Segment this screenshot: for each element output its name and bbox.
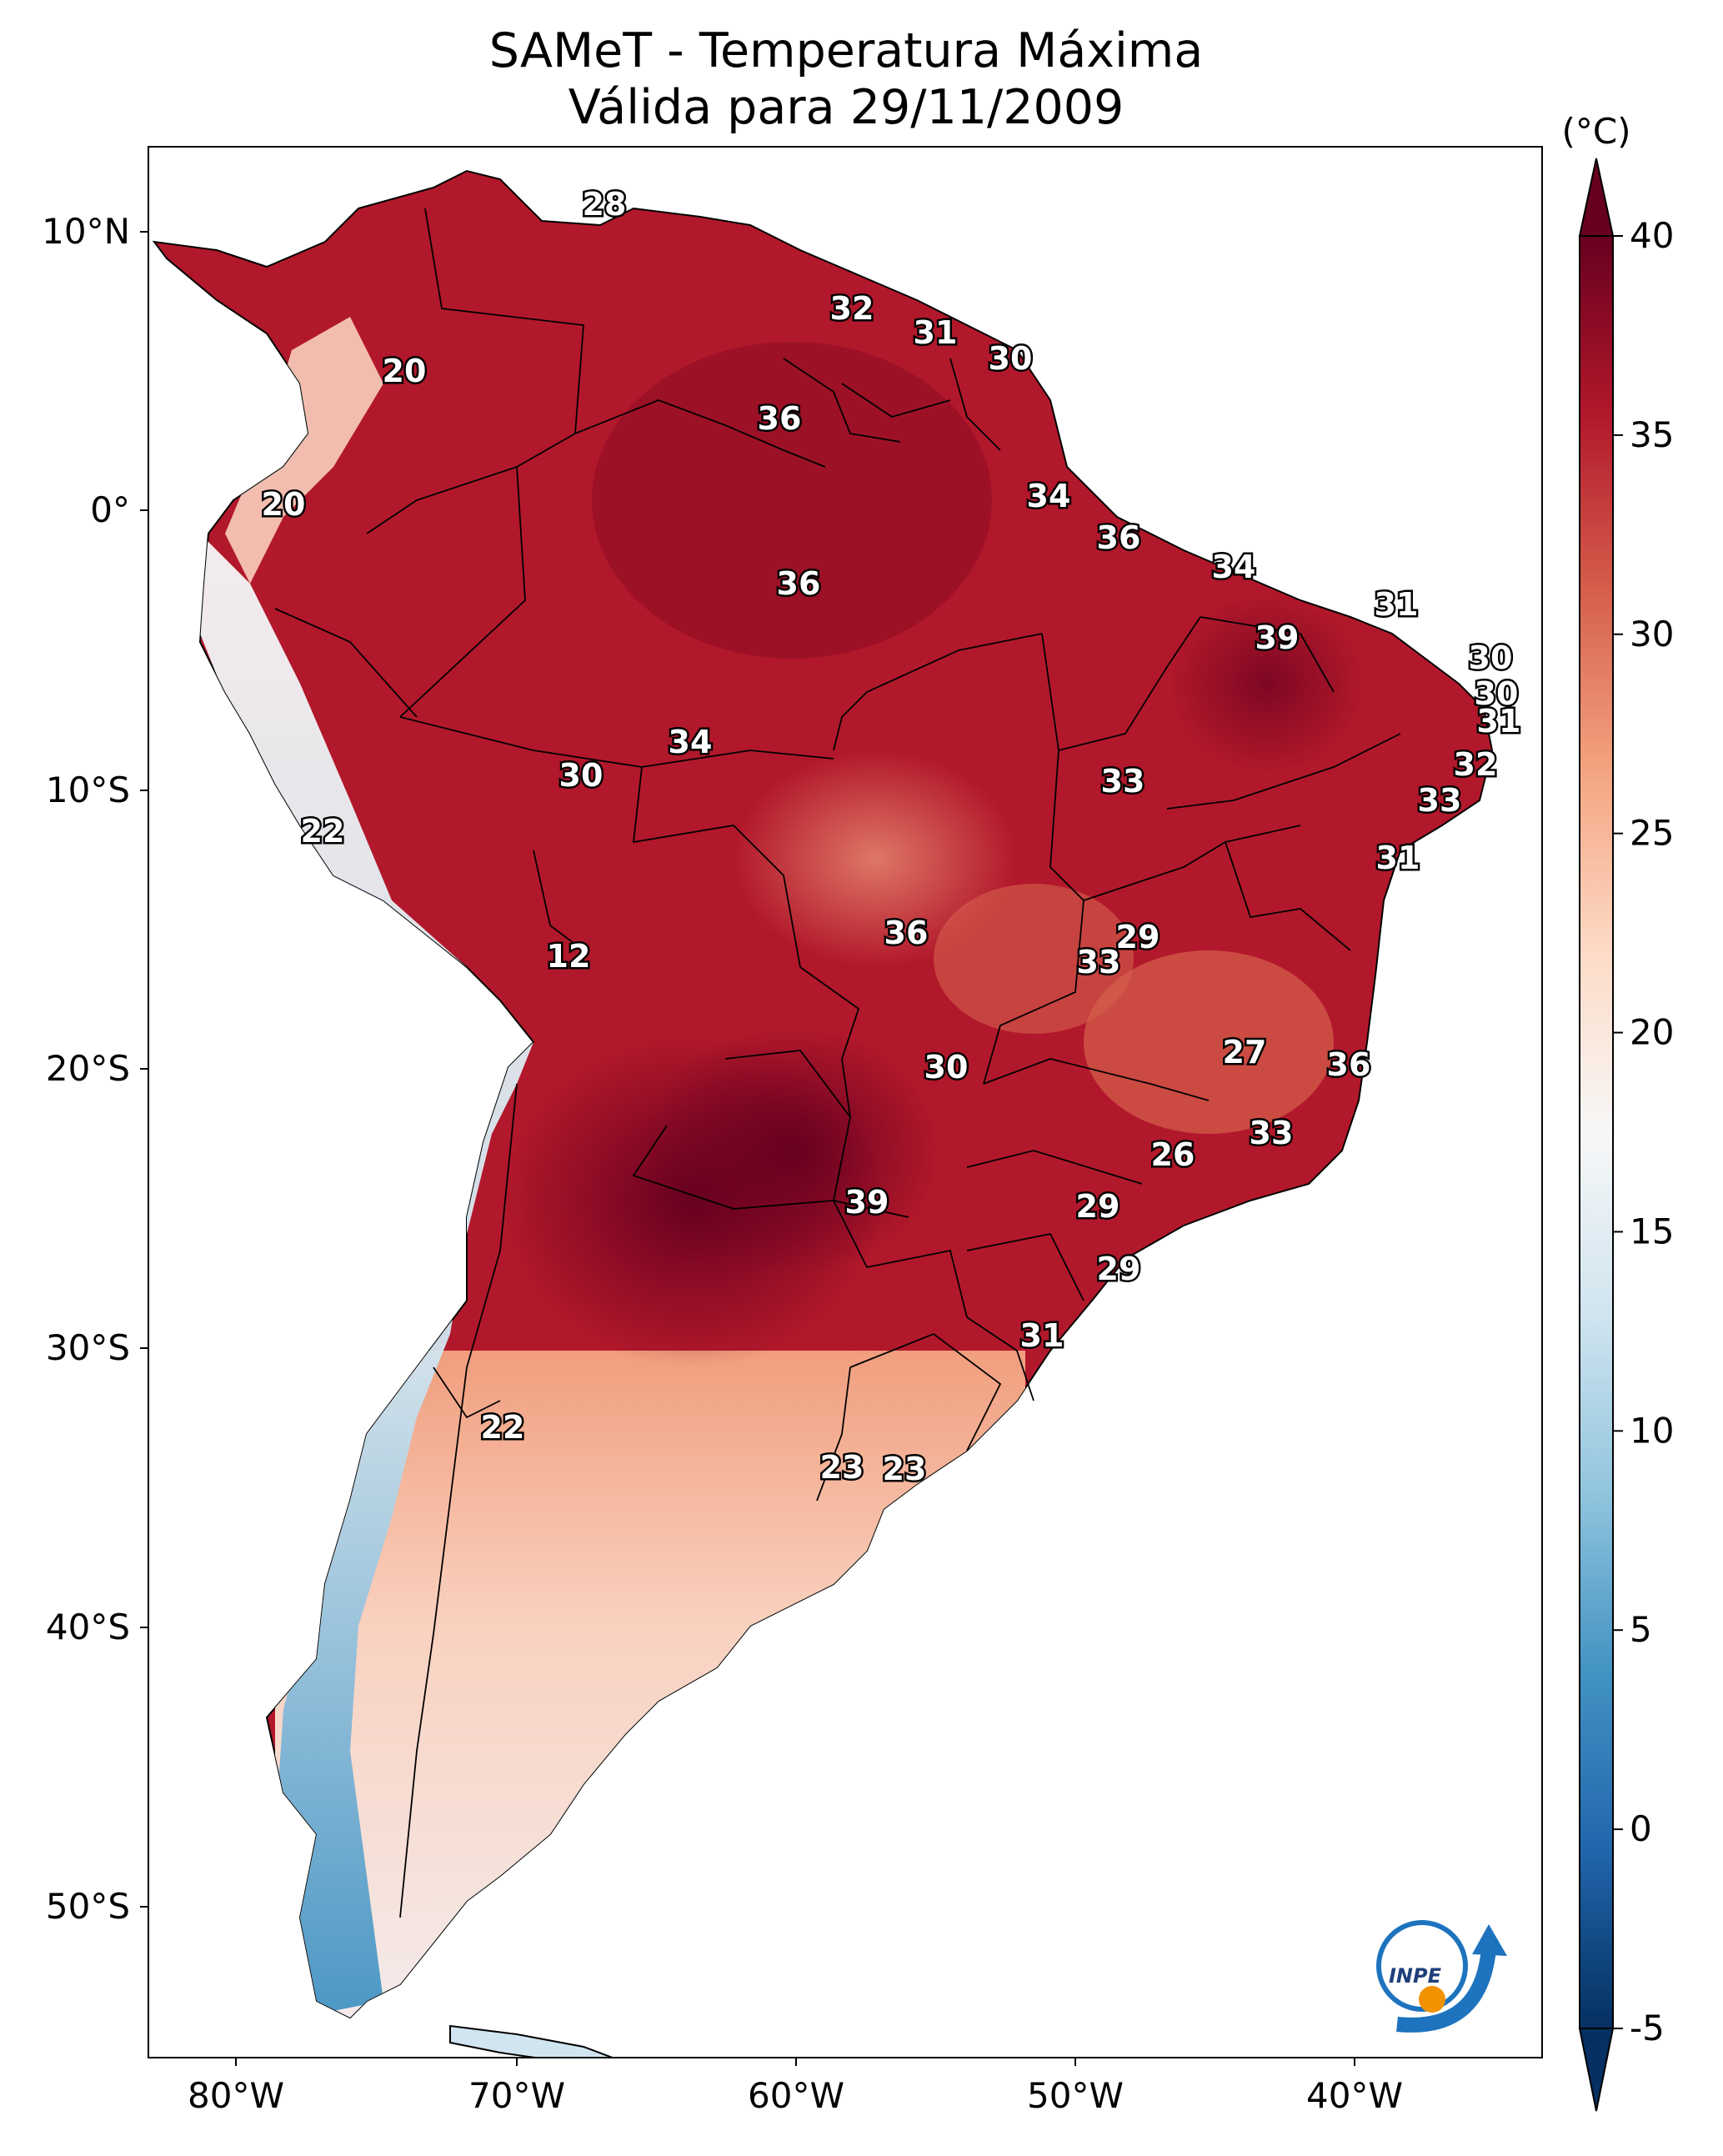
contour-label: 33	[1250, 1115, 1294, 1151]
lat-tick-label: 10°N	[42, 211, 130, 252]
colorbar: (°C) 40 35 30 25 20 15 10 5 0 -5	[1561, 111, 1674, 2112]
map-title-line1: SAMeT - Temperatura Máxima	[488, 23, 1204, 78]
colorbar-min-extension	[1578, 2028, 1615, 2112]
lat-tick-label: 20°S	[46, 1048, 130, 1089]
contour-label: 36	[884, 915, 929, 951]
contour-label: 31	[1375, 586, 1419, 623]
contour-label: 30	[1475, 675, 1519, 712]
colorbar-tick-label: 0	[1630, 1808, 1652, 1849]
country-borders	[274, 208, 1401, 1918]
contour-label: 32	[1454, 746, 1498, 783]
axis-ticks: 80°W 70°W 60°W 50°W 40°W 10°N 0° 10°S 20°S 30°S 40…	[42, 211, 1403, 2116]
lon-tick-label: 80°W	[188, 2075, 284, 2116]
tierra-del-fuego-island	[449, 2024, 615, 2058]
lat-tick-label: 50°S	[46, 1886, 130, 1927]
colorbar-gradient	[1579, 235, 1614, 2029]
map-title-line2: Válida para 29/11/2009	[568, 80, 1124, 135]
colorbar-tick-label: 35	[1630, 414, 1674, 455]
contour-label: 31	[914, 314, 958, 351]
colorbar-tick-label: 30	[1630, 614, 1674, 654]
contour-label: 34	[669, 724, 713, 760]
contour-label: 30	[924, 1049, 969, 1086]
colorbar-tick-label: 10	[1630, 1410, 1674, 1451]
contour-label: 12	[547, 938, 591, 975]
contour-label: 22	[481, 1409, 525, 1446]
contour-label: 32	[830, 290, 874, 327]
colorbar-tick-label: 25	[1630, 813, 1674, 854]
contour-label: 26	[1151, 1136, 1195, 1173]
colorbar-tick-label: 5	[1630, 1609, 1652, 1650]
contour-label: 29	[1097, 1251, 1141, 1287]
inpe-logo: INPE	[1364, 1916, 1514, 2041]
lon-tick-label: 60°W	[748, 2075, 844, 2116]
contour-label: 34	[1027, 478, 1071, 514]
contour-label: 36	[758, 400, 802, 437]
contour-label: 23	[883, 1451, 927, 1487]
lat-tick-label: 10°S	[46, 770, 130, 810]
contour-label: 36	[1097, 519, 1141, 556]
contour-label: 29	[1116, 919, 1160, 955]
contour-label: 34	[1212, 549, 1256, 585]
contour-label: 30	[1469, 639, 1513, 676]
contour-label: 31	[1376, 840, 1420, 876]
contour-label: 39	[1255, 619, 1300, 656]
lon-tick-label: 40°W	[1306, 2075, 1403, 2116]
contour-label: 29	[1076, 1188, 1120, 1225]
lat-tick-label: 40°S	[46, 1607, 130, 1647]
colorbar-tick-label: 40	[1630, 215, 1674, 256]
contour-label: 30	[559, 757, 604, 794]
contour-label: 27	[1223, 1034, 1267, 1070]
contour-label: 20	[262, 486, 306, 523]
contour-label: 22	[301, 813, 345, 850]
inpe-logo-text: INPE	[1389, 1964, 1442, 1988]
contour-label: 23	[820, 1449, 864, 1486]
contour-label: 30	[989, 340, 1033, 377]
colorbar-tick-label: 15	[1630, 1211, 1674, 1251]
contour-label: 20	[383, 353, 427, 389]
contour-label: 33	[1101, 763, 1145, 800]
inpe-logo-icon: INPE	[1376, 1920, 1507, 2033]
contour-label: 28	[583, 186, 627, 223]
contour-label: 31	[1020, 1317, 1064, 1354]
contour-label: 36	[777, 565, 821, 602]
contour-label: 31	[1477, 703, 1521, 740]
colorbar-tick-label: -5	[1630, 2008, 1665, 2048]
colorbar-tick-label: 20	[1630, 1012, 1674, 1053]
contour-label: 39	[845, 1184, 889, 1221]
lat-tick-label: 30°S	[46, 1327, 130, 1368]
contour-label: 33	[1418, 782, 1462, 819]
lon-tick-label: 50°W	[1027, 2075, 1124, 2116]
lat-tick-label: 0°	[90, 489, 130, 530]
colorbar-max-extension	[1578, 158, 1615, 237]
colorbar-unit: (°C)	[1561, 111, 1630, 152]
plot-frame	[148, 146, 1543, 2058]
contour-label: 36	[1327, 1046, 1371, 1083]
lon-tick-label: 70°W	[468, 2075, 565, 2116]
contour-label: 33	[1077, 944, 1121, 980]
